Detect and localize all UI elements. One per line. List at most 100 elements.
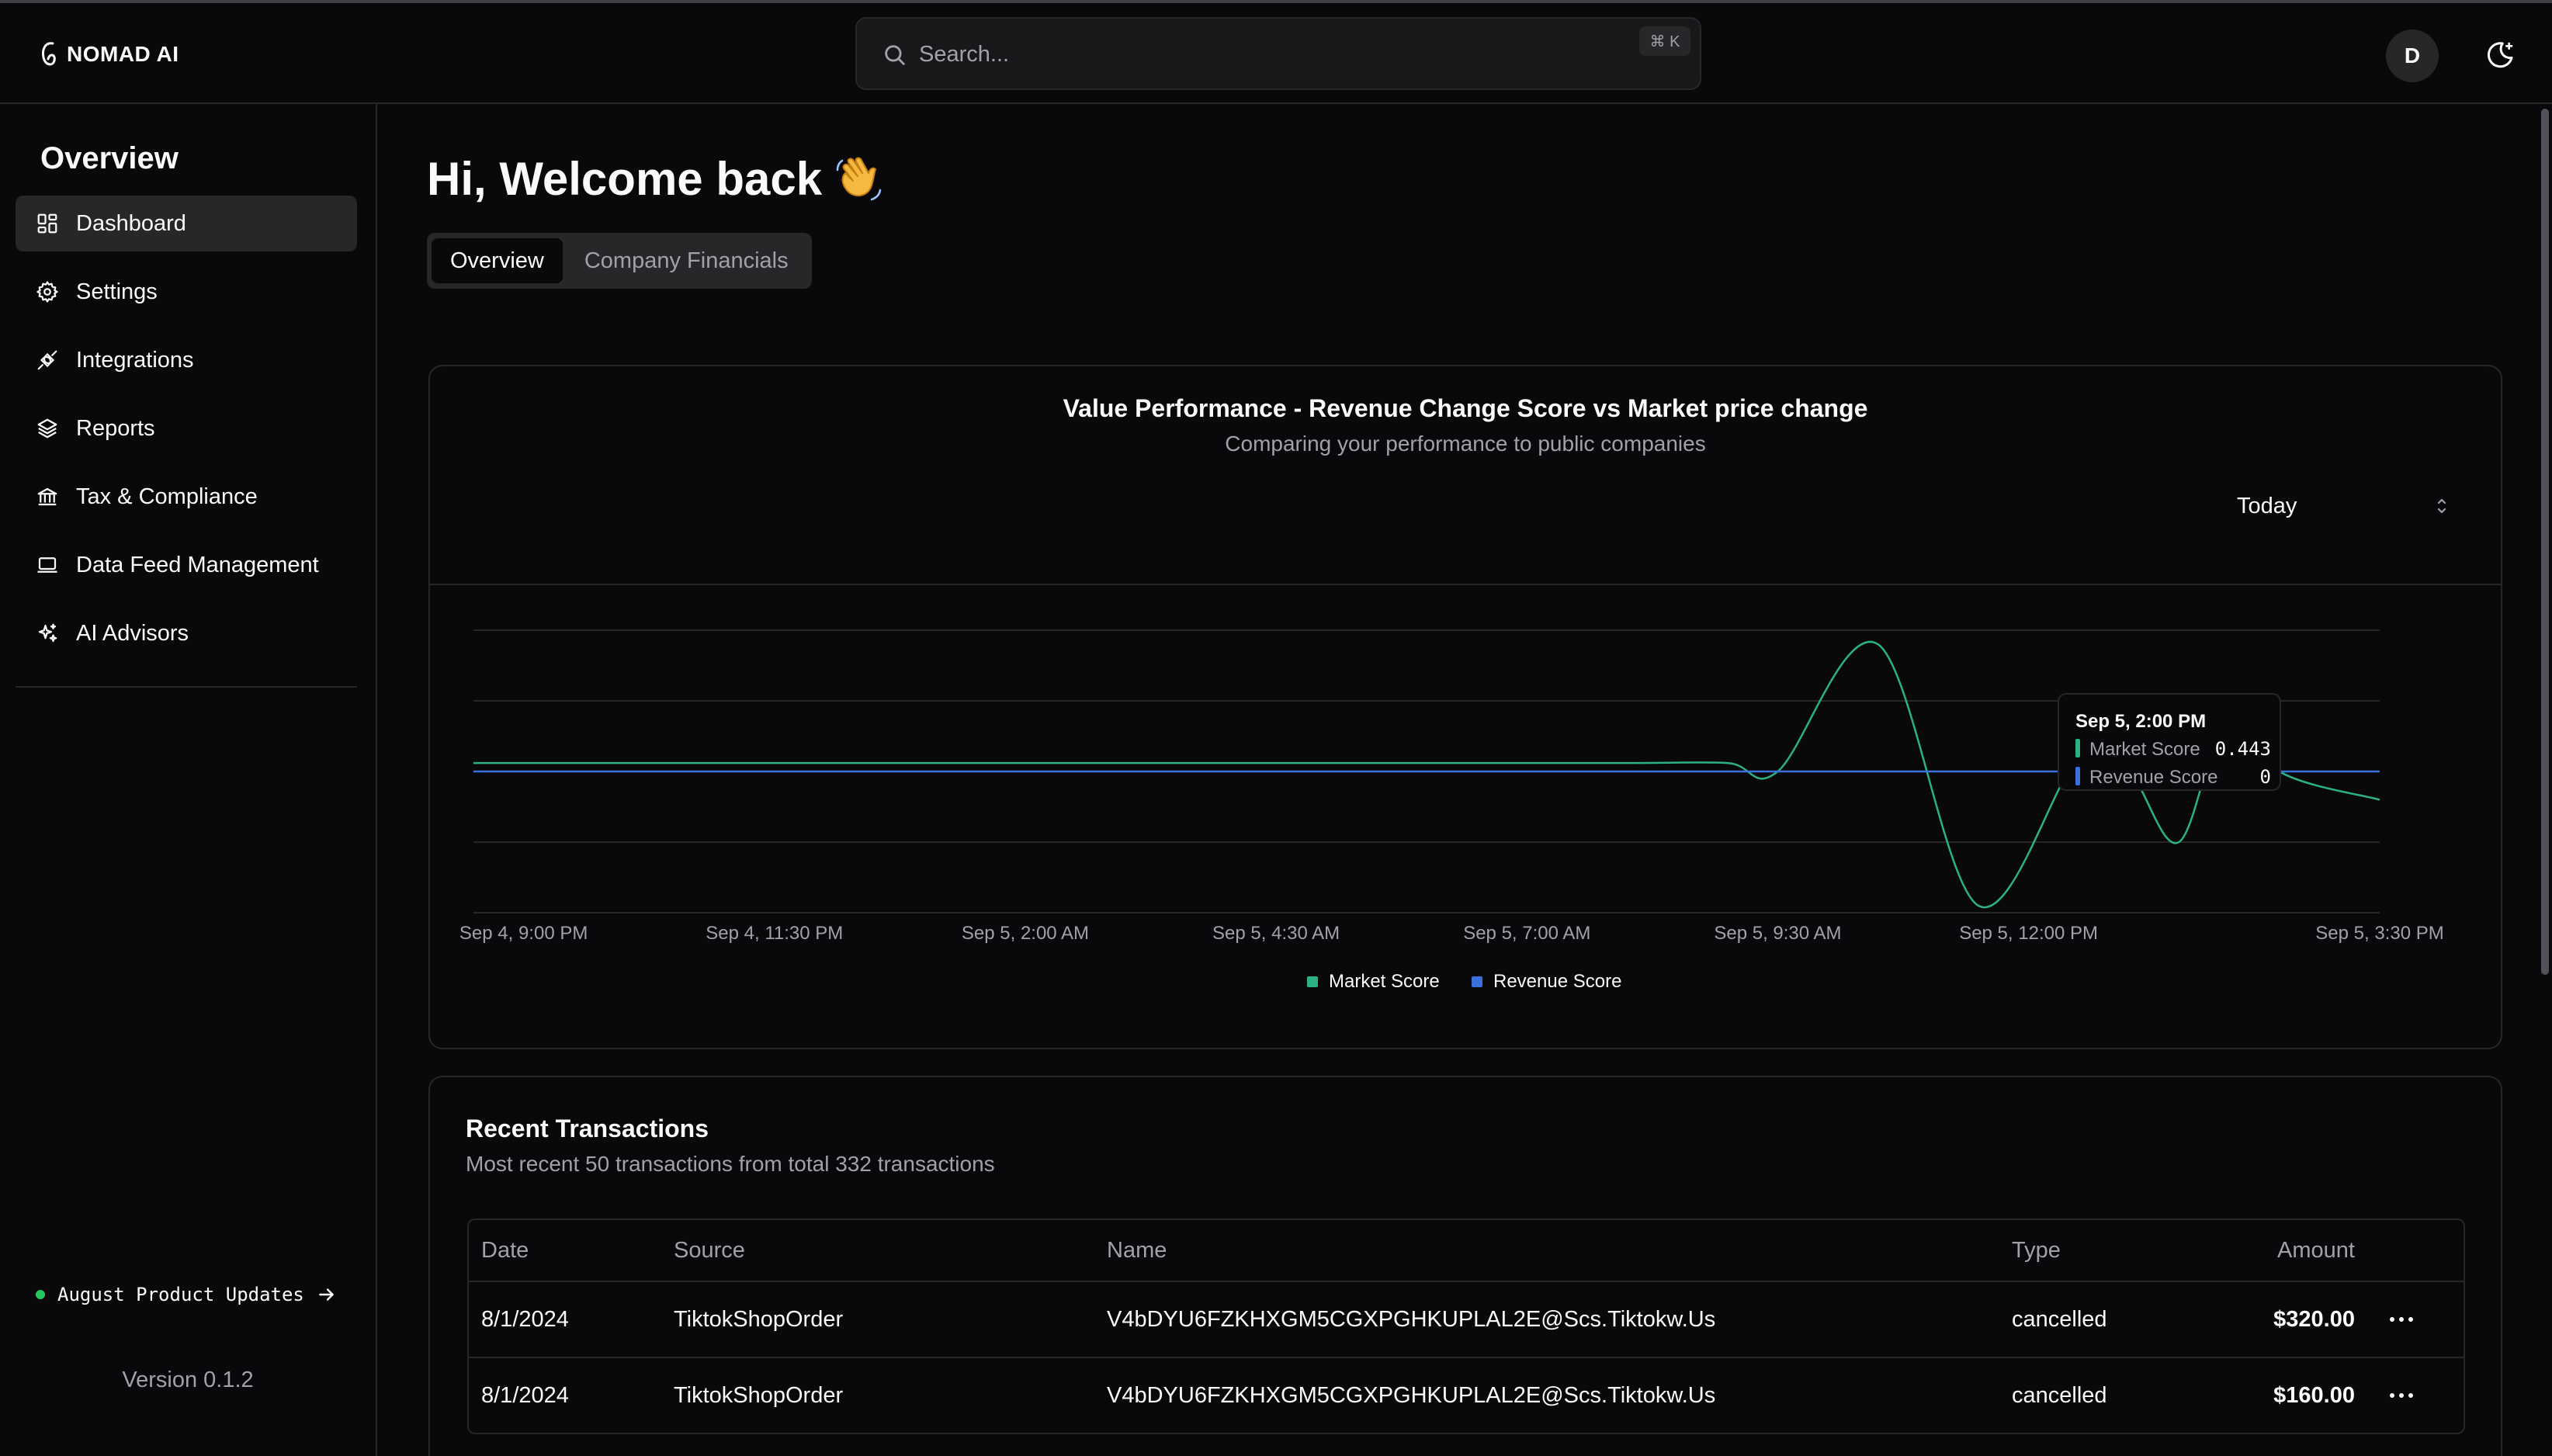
time-range-select[interactable]: Today xyxy=(2184,483,2464,529)
table-row[interactable]: 8/1/2024 TiktokShopOrder V4bDYU6FZKHXGM5… xyxy=(469,1281,2464,1357)
sidebar-item-settings[interactable]: Settings xyxy=(16,264,357,320)
line-chart[interactable]: Sep 4, 9:00 PM Sep 4, 11:30 PM Sep 5, 2:00… xyxy=(430,585,2501,1049)
tab-overview[interactable]: Overview xyxy=(432,238,563,283)
search-shortcut-badge: ⌘ K xyxy=(1639,26,1690,56)
legend-label[interactable]: Revenue Score xyxy=(1493,971,1621,992)
x-tick-label: Sep 5, 9:30 AM xyxy=(1714,923,1841,944)
tooltip-market-label: Market Score xyxy=(2089,739,2200,760)
greeting-text: Hi, Welcome back xyxy=(427,153,823,205)
tooltip-market-value: 0.443 xyxy=(2215,738,2271,760)
cell-source: TiktokShopOrder xyxy=(674,1306,844,1332)
page-scrollbar-thumb[interactable] xyxy=(2541,109,2549,975)
row-actions-button[interactable] xyxy=(2378,1282,2425,1357)
bank-icon xyxy=(37,487,57,506)
tooltip-market-swatch xyxy=(2075,739,2080,757)
chart-tooltip: Sep 5, 2:00 PM Market Score 0.443 Revenu… xyxy=(2058,693,2281,791)
cell-type: cancelled xyxy=(2012,1306,2107,1332)
view-tabs: Overview Company Financials xyxy=(427,233,812,289)
sidebar-item-label: Dashboard xyxy=(76,210,186,236)
sidebar-item-label: Data Feed Management xyxy=(76,552,319,577)
cell-amount: $320.00 xyxy=(2273,1306,2355,1332)
chart-title: Value Performance - Revenue Change Score… xyxy=(1063,394,1868,422)
sidebar-item-tax-compliance[interactable]: Tax & Compliance xyxy=(16,469,357,525)
avatar[interactable]: D xyxy=(2386,29,2439,82)
page-title: Hi, Welcome back xyxy=(427,152,882,206)
column-header-type[interactable]: Type xyxy=(2012,1237,2061,1263)
plug-icon xyxy=(37,350,57,370)
chevron-up-down-icon xyxy=(2437,498,2446,514)
chart-divider xyxy=(430,584,2501,585)
theme-toggle-button[interactable] xyxy=(2482,37,2518,73)
tooltip-revenue-label: Revenue Score xyxy=(2089,767,2217,788)
transactions-table: Date Source Name Type Amount 8/1/2024 Ti… xyxy=(467,1219,2465,1434)
value-performance-card: Value Performance - Revenue Change Score… xyxy=(428,365,2502,1049)
sidebar-item-data-feed-management[interactable]: Data Feed Management xyxy=(16,537,357,593)
arrow-right-icon xyxy=(319,1288,334,1301)
app-logo[interactable]: NOMAD AI xyxy=(37,39,179,70)
tooltip-revenue-swatch xyxy=(2075,767,2080,785)
x-tick-label: Sep 5, 7:00 AM xyxy=(1463,923,1590,944)
sidebar-divider xyxy=(16,686,357,688)
sidebar-item-label: Integrations xyxy=(76,347,194,373)
x-tick-label: Sep 5, 3:30 PM xyxy=(2315,923,2443,944)
more-horizontal-icon xyxy=(2390,1317,2413,1322)
dashboard-icon xyxy=(37,213,57,234)
time-range-value: Today xyxy=(2237,493,2297,518)
cell-date: 8/1/2024 xyxy=(481,1306,569,1332)
tab-company-financials[interactable]: Company Financials xyxy=(584,248,789,273)
search-bar[interactable]: ⌘ K xyxy=(855,17,1701,90)
product-updates-link[interactable]: August Product Updates xyxy=(36,1284,337,1305)
sidebar-item-label: Reports xyxy=(76,415,155,441)
cell-name: V4bDYU6FZKHXGM5CGXPGHKUPLAL2E@Scs.Tiktok… xyxy=(1107,1306,1716,1332)
sidebar-item-dashboard[interactable]: Dashboard xyxy=(16,196,357,251)
table-row[interactable]: 8/1/2024 TiktokShopOrder V4bDYU6FZKHXGM5… xyxy=(469,1357,2464,1433)
transactions-title: Recent Transactions xyxy=(466,1115,709,1142)
recent-transactions-card: Recent Transactions Most recent 50 trans… xyxy=(428,1076,2502,1456)
column-header-name[interactable]: Name xyxy=(1107,1237,1167,1263)
search-icon xyxy=(885,45,905,65)
legend-swatch xyxy=(1472,976,1482,987)
transactions-subtitle: Most recent 50 transactions from total 3… xyxy=(466,1152,995,1176)
chart-subtitle: Comparing your performance to public com… xyxy=(1225,432,1706,456)
legend-label[interactable]: Market Score xyxy=(1329,971,1440,992)
table-header-row: Date Source Name Type Amount xyxy=(469,1220,2464,1281)
laptop-icon xyxy=(37,557,57,573)
series-line-market-score[interactable] xyxy=(473,640,2380,909)
moon-sun-icon xyxy=(2487,42,2513,68)
legend-swatch xyxy=(1307,976,1318,987)
sidebar-item-label: Tax & Compliance xyxy=(76,484,258,509)
cell-date: 8/1/2024 xyxy=(481,1382,569,1408)
x-tick-label: Sep 5, 12:00 PM xyxy=(1959,923,2098,944)
more-horizontal-icon xyxy=(2390,1393,2413,1398)
tooltip-time: Sep 5, 2:00 PM xyxy=(2075,711,2206,732)
gear-icon xyxy=(36,281,58,303)
sparkles-icon xyxy=(38,623,57,643)
sidebar-item-label: AI Advisors xyxy=(76,620,189,646)
status-dot xyxy=(36,1290,45,1299)
logo-text: NOMAD AI xyxy=(67,42,179,66)
column-header-source[interactable]: Source xyxy=(674,1237,745,1263)
layers-icon xyxy=(37,418,57,439)
sidebar-item-integrations[interactable]: Integrations xyxy=(16,332,357,388)
column-header-date[interactable]: Date xyxy=(481,1237,529,1263)
x-tick-label: Sep 5, 4:30 AM xyxy=(1212,923,1340,944)
cell-name: V4bDYU6FZKHXGM5CGXPGHKUPLAL2E@Scs.Tiktok… xyxy=(1107,1382,1716,1408)
sidebar-item-reports[interactable]: Reports xyxy=(16,400,357,456)
column-header-amount[interactable]: Amount xyxy=(2277,1237,2355,1263)
sidebar-item-ai-advisors[interactable]: AI Advisors xyxy=(16,605,357,661)
logo-icon xyxy=(42,42,56,66)
top-bar: NOMAD AI ⌘ K D xyxy=(0,3,2552,104)
sidebar-item-label: Settings xyxy=(76,279,158,304)
x-tick-label: Sep 4, 9:00 PM xyxy=(459,923,588,944)
cell-type: cancelled xyxy=(2012,1382,2107,1408)
search-input[interactable] xyxy=(919,36,1618,73)
waving-hand-icon xyxy=(836,157,882,200)
cell-source: TiktokShopOrder xyxy=(674,1382,844,1408)
cell-amount: $160.00 xyxy=(2273,1382,2355,1408)
sidebar: Overview Dashboard Settings Integrations xyxy=(0,104,377,1456)
window-top-border xyxy=(0,0,2552,3)
sidebar-nav: Dashboard Settings Integrations Reports xyxy=(16,196,357,674)
x-tick-label: Sep 4, 11:30 PM xyxy=(706,923,843,944)
row-actions-button[interactable] xyxy=(2378,1358,2425,1433)
x-tick-label: Sep 5, 2:00 AM xyxy=(962,923,1089,944)
